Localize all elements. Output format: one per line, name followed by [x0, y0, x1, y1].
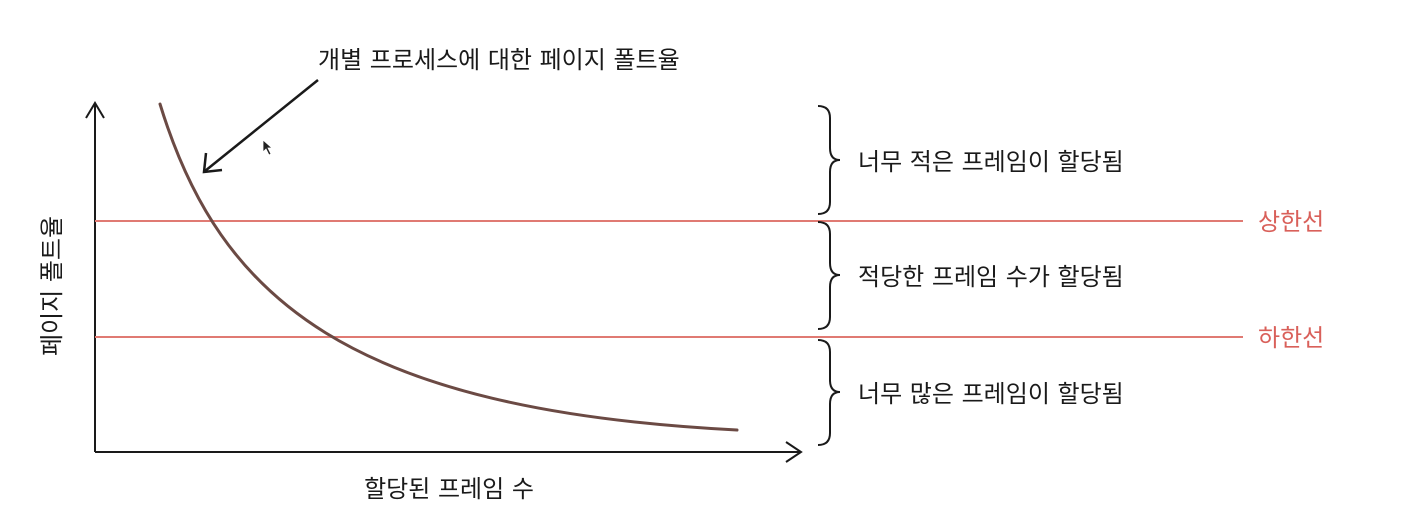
curve-label: 개별 프로세스에 대한 페이지 폴트율 — [318, 46, 680, 74]
region-label-adequate: 적당한 프레임 수가 할당됨 — [858, 263, 1124, 291]
brace-top — [817, 105, 841, 215]
lower-threshold-label: 하한선 — [1258, 324, 1324, 352]
brace-bottom — [817, 339, 841, 446]
curve-pointer-arrow — [204, 79, 319, 172]
x-axis-label: 할당된 프레임 수 — [364, 475, 534, 503]
page-fault-curve — [158, 102, 739, 432]
brace-middle — [817, 221, 841, 330]
region-label-too-few: 너무 적은 프레임이 할당됨 — [858, 148, 1124, 176]
region-label-too-many: 너무 많은 프레임이 할당됨 — [858, 380, 1124, 408]
y-axis-arrowhead — [85, 101, 105, 119]
mouse-cursor-icon — [262, 139, 274, 156]
x-axis-arrowhead — [785, 441, 803, 463]
curve-pointer-arrowhead — [202, 152, 223, 174]
y-axis-label: 페이지 폴트율 — [38, 216, 66, 356]
upper-threshold-label: 상한선 — [1258, 208, 1324, 236]
